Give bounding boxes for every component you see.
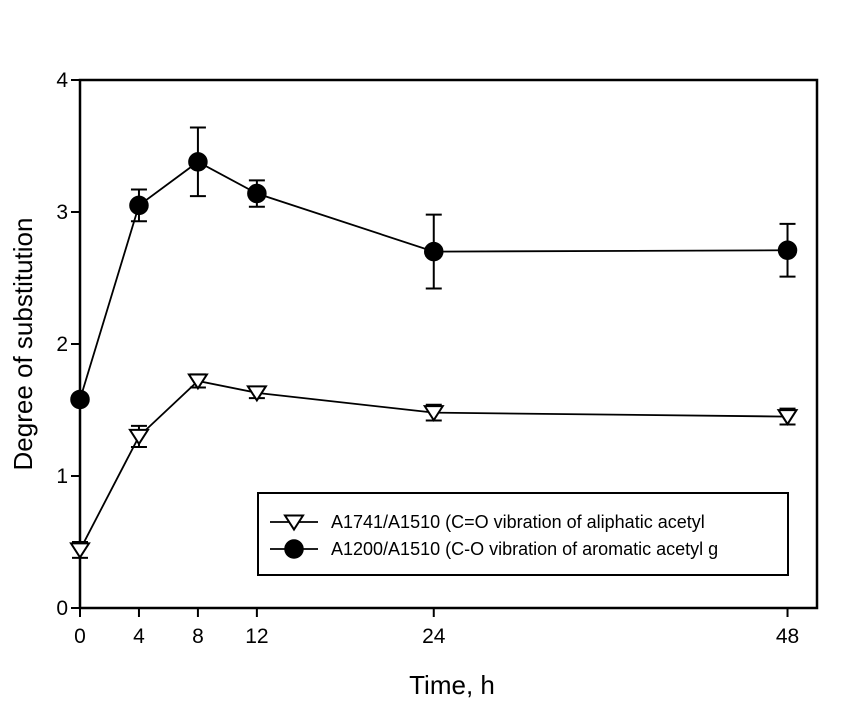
legend-triangle-marker (283, 514, 305, 532)
series-1-triangle-marker (776, 409, 799, 426)
series-2-circle-marker (188, 152, 208, 172)
series-2-circle-marker (129, 195, 149, 216)
series-2-circle-marker (247, 183, 267, 204)
legend-item-label: A1741/A1510 (C=O vibration of aliphatic … (331, 512, 705, 532)
y-tick-label: 3 (56, 201, 68, 224)
x-tick-label: 8 (192, 625, 204, 648)
legend-box (257, 492, 789, 576)
series-1-triangle-marker (246, 385, 268, 403)
x-tick-label: 48 (776, 625, 799, 648)
y-tick-label: 2 (56, 333, 68, 356)
y-tick-label: 4 (56, 69, 68, 92)
y-axis-title: Degree of substitution (8, 218, 38, 471)
y-tick-label: 1 (56, 465, 68, 488)
series-1-line (79, 379, 788, 551)
series-1-triangle-marker (422, 405, 445, 422)
x-tick-label: 0 (74, 625, 86, 648)
x-tick-label: 4 (133, 625, 145, 648)
x-tick-label: 12 (245, 625, 268, 648)
x-axis-title: Time, h (409, 670, 495, 700)
legend-circle-marker (284, 539, 304, 559)
series-1-triangle-marker (69, 542, 91, 560)
legend-item-label: A1200/A1510 (C-O vibration of aromatic a… (331, 539, 718, 559)
series-2-circle-marker (777, 240, 798, 261)
series-1-triangle-marker (128, 428, 150, 446)
series-2-circle-marker (424, 241, 444, 262)
series-1-triangle-marker (187, 373, 209, 391)
series-2-circle-marker (70, 389, 90, 410)
series-2-line (79, 160, 788, 400)
y-tick-label: 0 (56, 597, 68, 620)
x-tick-label: 24 (422, 625, 446, 648)
